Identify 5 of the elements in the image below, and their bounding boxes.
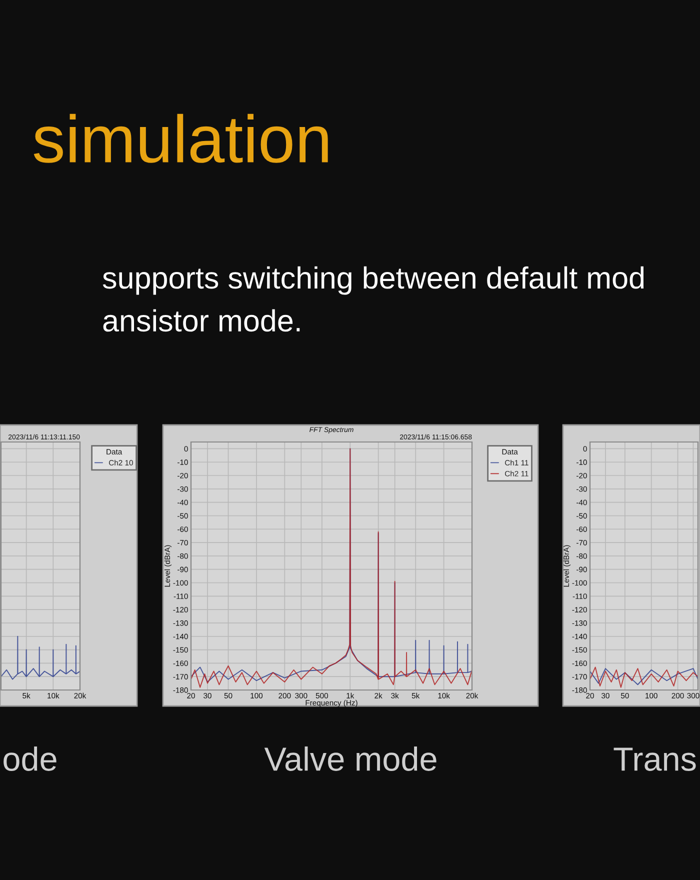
- text: ode: [4, 746, 56, 771]
- text: supports switching between default mod ansistor mode.: [102, 266, 644, 332]
- text: Trans: [614, 748, 696, 771]
- text: Valve mode: [264, 746, 436, 771]
- text: simulation: [34, 114, 328, 163]
